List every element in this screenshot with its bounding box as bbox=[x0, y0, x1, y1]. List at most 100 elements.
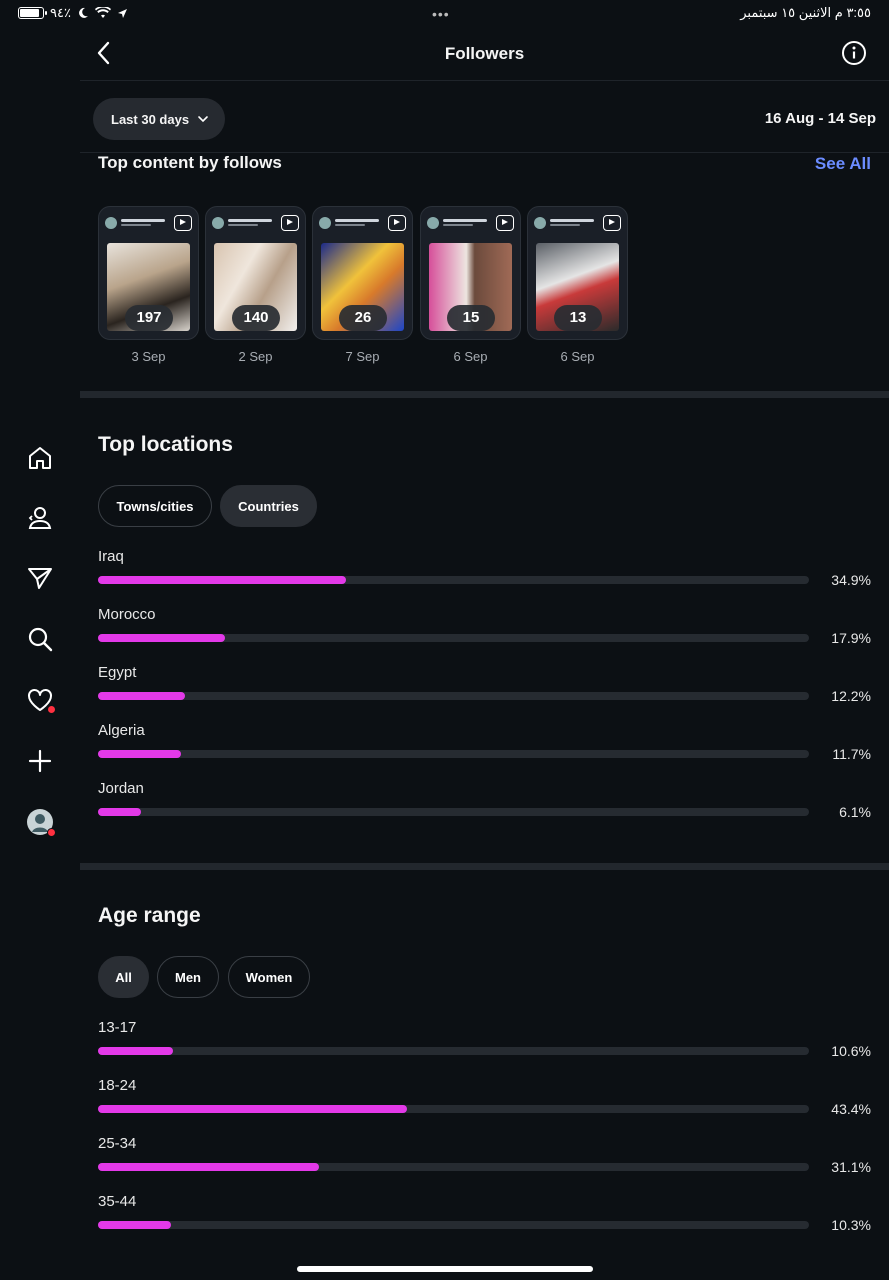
follow-count: 26 bbox=[339, 305, 387, 331]
date-range-label: Last 30 days bbox=[111, 111, 190, 127]
location-bar-fill bbox=[98, 634, 226, 642]
search-icon[interactable] bbox=[26, 625, 54, 653]
follow-count: 15 bbox=[447, 305, 495, 331]
age-percent: 10.6% bbox=[831, 1043, 871, 1059]
thumbnail-date: 7 Sep bbox=[345, 349, 380, 364]
see-all-link[interactable]: See All bbox=[814, 154, 871, 173]
home-indicator[interactable] bbox=[297, 1266, 593, 1272]
age-bar-fill bbox=[98, 1105, 407, 1113]
location-percent: 11.7% bbox=[832, 746, 871, 762]
location-percent: 6.1% bbox=[839, 804, 871, 820]
moon-icon bbox=[79, 7, 88, 18]
location-bar-fill bbox=[98, 808, 142, 816]
wifi-icon bbox=[94, 7, 111, 18]
age-bar-track bbox=[98, 1163, 809, 1171]
heart-icon[interactable] bbox=[26, 686, 54, 714]
age-percent: 31.1% bbox=[831, 1159, 871, 1175]
follow-count: 13 bbox=[554, 305, 602, 331]
date-range-text: 16 Aug - 14 Sep bbox=[764, 110, 876, 127]
tab-towns-cities[interactable]: Towns/cities bbox=[98, 485, 212, 527]
chevron-down-icon bbox=[198, 116, 208, 123]
content-thumbnail[interactable]: 197 bbox=[98, 206, 199, 340]
reels-icon bbox=[281, 215, 299, 231]
avatar[interactable] bbox=[26, 808, 54, 836]
top-bar: Followers bbox=[80, 26, 889, 81]
content-thumbnail[interactable]: 26 bbox=[312, 206, 413, 340]
battery-icon bbox=[18, 7, 47, 19]
location-bar-track bbox=[98, 808, 809, 816]
plus-icon[interactable] bbox=[26, 747, 54, 775]
location-percent: 17.9% bbox=[831, 630, 871, 646]
send-icon[interactable] bbox=[26, 564, 54, 592]
age-bar-track bbox=[98, 1047, 809, 1055]
tab-countries[interactable]: Countries bbox=[220, 485, 317, 527]
age-bar-fill bbox=[98, 1221, 172, 1229]
age-label: 18-24 bbox=[98, 1077, 137, 1094]
home-icon[interactable] bbox=[26, 444, 54, 472]
battery-percent: ٩٤٪ bbox=[50, 5, 71, 20]
status-datetime: ٣:٥٥ م الاثنين ١٥ سبتمبر bbox=[740, 5, 871, 20]
age-percent: 43.4% bbox=[831, 1101, 871, 1117]
section-divider bbox=[80, 863, 889, 870]
profile-switch-icon[interactable] bbox=[26, 504, 54, 532]
location-arrow-icon bbox=[117, 8, 127, 18]
reels-icon bbox=[496, 215, 514, 231]
age-label: 25-34 bbox=[98, 1135, 137, 1152]
follow-count: 140 bbox=[232, 305, 280, 331]
location-label: Algeria bbox=[98, 722, 145, 739]
age-bar-track bbox=[98, 1221, 809, 1229]
location-bar-fill bbox=[98, 750, 182, 758]
age-bar-track bbox=[98, 1105, 809, 1113]
location-label: Egypt bbox=[98, 664, 137, 681]
status-bar: ٩٤٪ ••• ٣:٥٥ م الاثنين ١٥ سبتمبر bbox=[0, 0, 889, 26]
location-bar-track bbox=[98, 634, 809, 642]
section-divider bbox=[80, 391, 889, 398]
tab-men[interactable]: Men bbox=[157, 956, 219, 998]
location-percent: 34.9% bbox=[831, 572, 871, 588]
back-chevron-icon[interactable] bbox=[92, 40, 116, 66]
age-percent: 10.3% bbox=[831, 1217, 871, 1233]
age-label: 13-17 bbox=[98, 1019, 137, 1036]
multitask-dots-icon[interactable]: ••• bbox=[432, 6, 450, 22]
date-range-dropdown[interactable]: Last 30 days bbox=[93, 98, 226, 140]
location-bar-track bbox=[98, 750, 809, 758]
tab-women[interactable]: Women bbox=[228, 956, 310, 998]
thumbnail-date: 6 Sep bbox=[560, 349, 595, 364]
content-thumbnail[interactable]: 13 bbox=[527, 206, 628, 340]
location-label: Jordan bbox=[98, 780, 144, 797]
reels-icon bbox=[174, 215, 192, 231]
location-bar-track bbox=[98, 576, 809, 584]
profile-notification-dot bbox=[47, 828, 56, 837]
thumbnail-header bbox=[534, 215, 621, 231]
content-thumbnail[interactable]: 15 bbox=[420, 206, 521, 340]
thumbnail-date: 6 Sep bbox=[453, 349, 488, 364]
age-range-title: Age range bbox=[98, 904, 201, 927]
range-bar: Last 30 days 16 Aug - 14 Sep bbox=[80, 80, 889, 153]
thumbnail-header bbox=[319, 215, 406, 231]
content-thumbnail[interactable]: 140 bbox=[205, 206, 306, 340]
location-label: Iraq bbox=[98, 548, 124, 565]
location-bar-fill bbox=[98, 692, 185, 700]
top-content-title: Top content by follows bbox=[98, 153, 282, 172]
age-bar-fill bbox=[98, 1047, 174, 1055]
thumbnail-date: 2 Sep bbox=[238, 349, 273, 364]
tab-all[interactable]: All bbox=[98, 956, 149, 998]
reels-icon bbox=[603, 215, 621, 231]
age-label: 35-44 bbox=[98, 1193, 137, 1210]
follow-count: 197 bbox=[125, 305, 173, 331]
reels-icon bbox=[388, 215, 406, 231]
info-icon[interactable] bbox=[841, 40, 867, 66]
notification-dot bbox=[47, 705, 56, 714]
status-left: ٩٤٪ bbox=[18, 5, 128, 21]
thumbnail-header bbox=[427, 215, 514, 231]
thumbnail-header bbox=[105, 215, 192, 231]
age-bar-fill bbox=[98, 1163, 320, 1171]
location-label: Morocco bbox=[98, 606, 156, 623]
page-title: Followers bbox=[444, 44, 525, 63]
thumbnail-date: 3 Sep bbox=[131, 349, 166, 364]
location-bar-track bbox=[98, 692, 809, 700]
locations-title: Top locations bbox=[98, 433, 233, 456]
thumbnail-header bbox=[212, 215, 299, 231]
location-bar-fill bbox=[98, 576, 347, 584]
location-percent: 12.2% bbox=[831, 688, 871, 704]
